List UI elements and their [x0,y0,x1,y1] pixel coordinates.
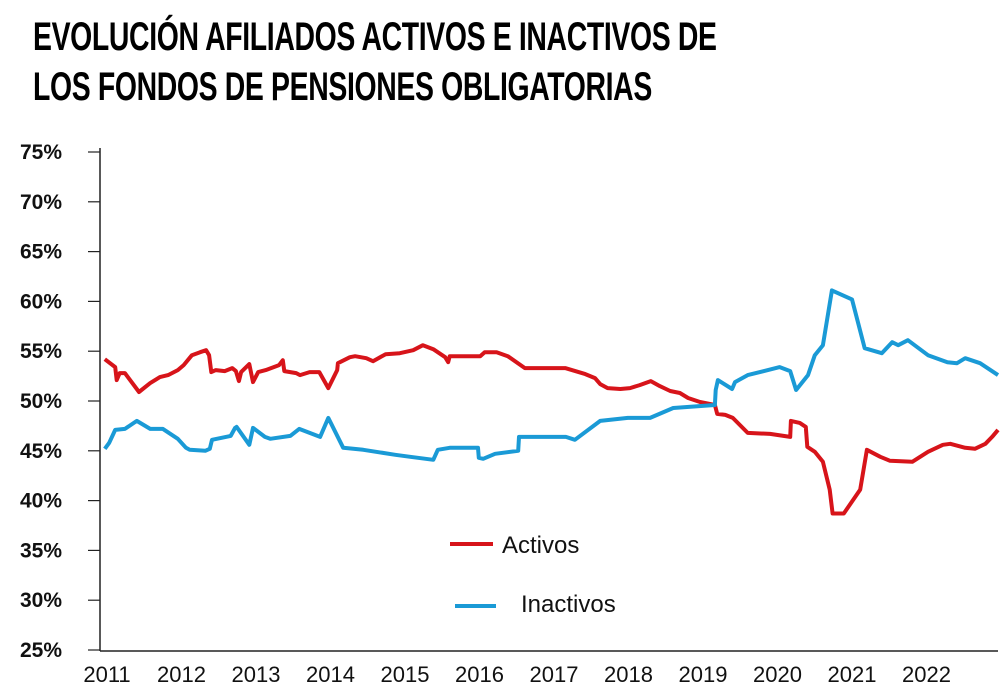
chart-title: EVOLUCIÓN AFILIADOS ACTIVOS E INACTIVOS … [33,12,717,112]
y-tick-label: 55% [20,340,62,363]
x-tick-label: 2015 [381,662,430,687]
y-tick-label: 70% [20,191,62,214]
y-tick-label: 30% [20,589,62,612]
legend-label-activos: Activos [502,532,579,559]
x-tick-label: 2012 [157,662,206,687]
y-tick-label: 50% [20,390,62,413]
series-lines [103,288,1000,516]
chart-title-line-1: EVOLUCIÓN AFILIADOS ACTIVOS E INACTIVOS … [33,15,717,59]
y-tick-label: 45% [20,440,62,463]
y-tick-label: 60% [20,290,62,313]
x-tick-label: 2011 [83,662,130,687]
y-tick-label: 75% [20,141,62,164]
x-tick-label: 2017 [530,662,579,687]
y-tick-label: 25% [20,639,62,662]
x-tick-label: 2018 [604,662,653,687]
y-tick-label: 40% [20,490,62,513]
x-tick-label: 2016 [455,662,504,687]
x-tick-label: 2020 [753,662,802,687]
chart-title-line-2: LOS FONDOS DE PENSIONES OBLIGATORIAS [33,65,652,109]
y-tick-label: 65% [20,241,62,264]
legend-label-inactivos: Inactivos [521,591,616,618]
x-tick-label: 2013 [232,662,281,687]
axes: 75% 70% 65% 60% 55% 50% 45% 40% 35% 30% 25% 2011 201… [20,141,998,687]
x-tick-label: 2021 [828,662,877,687]
x-tick-label: 2014 [306,662,355,687]
series-line-activos [103,343,1000,516]
y-tick-label: 35% [20,539,62,562]
series-line-inactivos [103,288,1000,462]
x-tick-label: 2022 [902,662,951,687]
legend: Activos Inactivos [450,532,616,618]
x-tick-label: 2019 [679,662,728,687]
